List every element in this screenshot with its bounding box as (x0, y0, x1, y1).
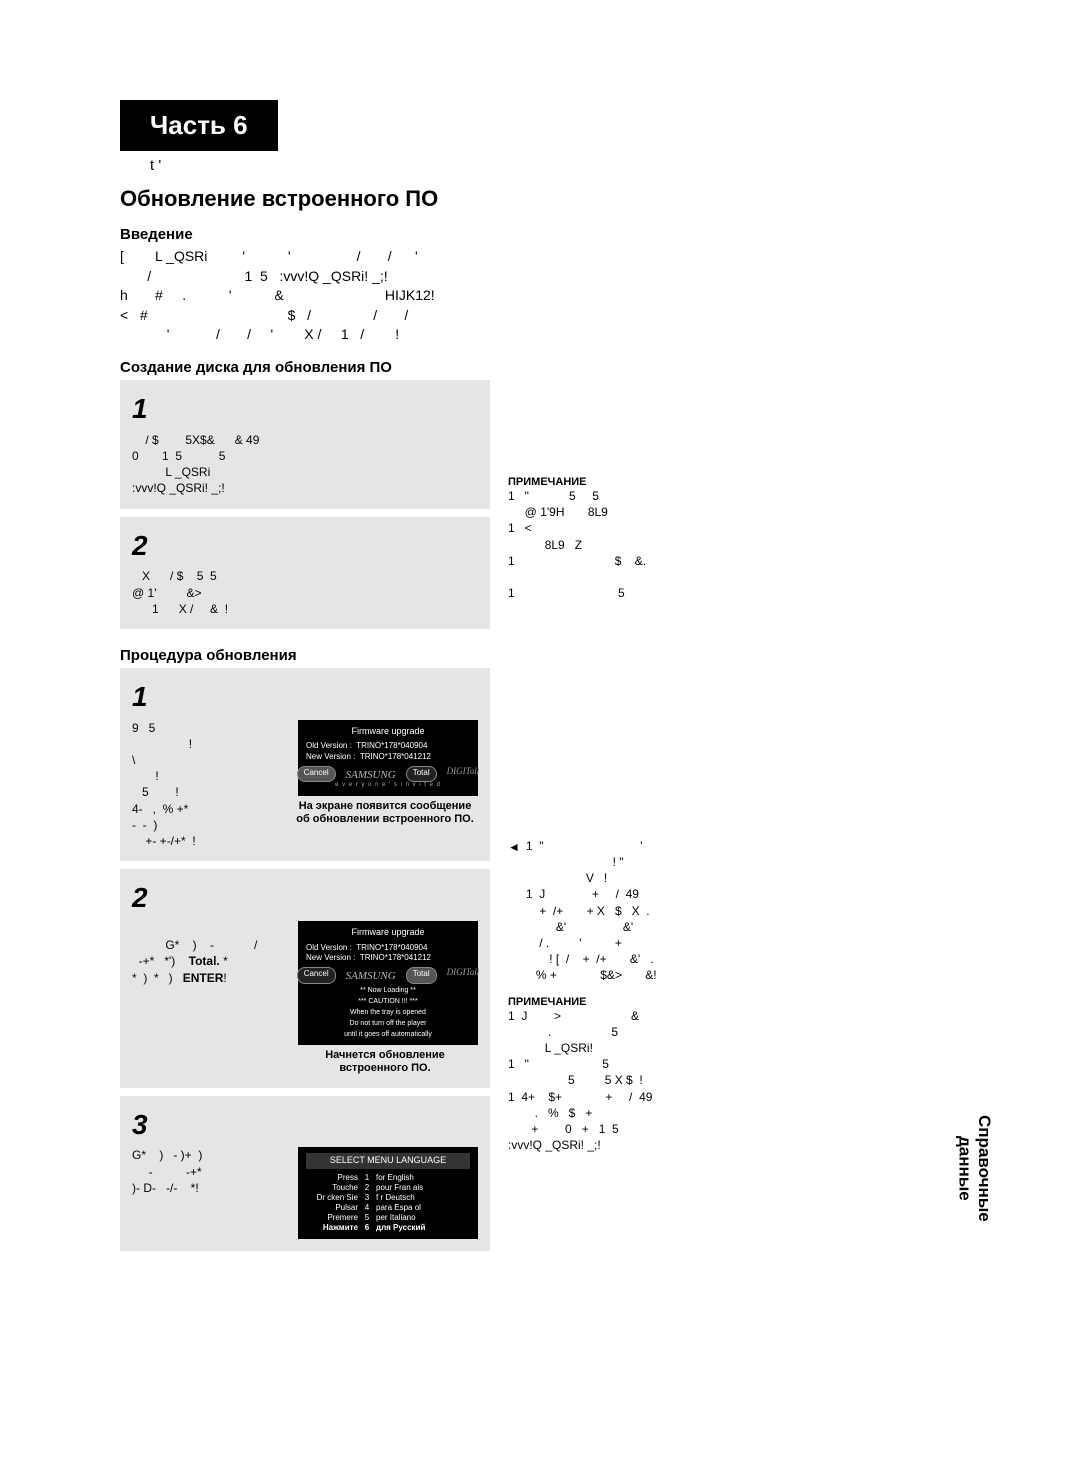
disc-step-2-text: X / $ 5 5 @ 1' &> 1 X / & ! (132, 568, 478, 617)
left-arrow-icon: ◄ (508, 840, 520, 854)
intro-body: [ L _QSRi ' ' / / ' / 1 5 :vvv!Q _QSRi! … (120, 247, 960, 345)
proc-step-2: 2 G* ) - / -+* *') Total. * * ) * ) ENTE… (120, 869, 490, 1087)
arrow-note-text: 1 " ' ! " V ! 1 J + / 49 + /+ + X $ X . … (526, 838, 657, 984)
step-number: 1 (132, 390, 478, 428)
screen2-warn3: until it goes off automatically (306, 1030, 470, 1039)
side-tab-line1: Справочные (975, 1115, 994, 1222)
side-tab: Справочные данные (955, 1115, 994, 1222)
screen1-new-label: New Version : (306, 752, 355, 761)
note2-label: ПРИМЕЧАНИЕ (508, 996, 878, 1008)
screen2-total-button: Total (406, 967, 437, 983)
screen2-new-label: New Version : (306, 953, 355, 962)
lang-r1-c1: 2 (362, 1183, 372, 1193)
screen1-total-button: Total (406, 766, 437, 782)
screen-language: SELECT MENU LANGUAGE Press 1 for English T… (298, 1147, 478, 1239)
disc-step-2: 2 X / $ 5 5 @ 1' &> 1 X / & ! (120, 517, 490, 629)
lang-r4-c2: per Italiano (376, 1213, 470, 1223)
screen1-old-label: Old Version : (306, 741, 352, 750)
caption-1: На экране появится сообщение об обновлен… (292, 800, 478, 826)
proc-step-1-text: 9 5 ! \ ! 5 ! 4- , % +* - - ) +- +-/+* ! (132, 720, 282, 850)
samsung-digitall: DIGITall (447, 766, 480, 782)
screen1-old-val: TRINO*178*040904 (356, 741, 427, 750)
lang-r2-c1: 3 (362, 1193, 372, 1203)
disc-note-text: 1 " 5 5 @ 1'9H 8L9 1 < 8L9 Z 1 $ &. 1 5 (508, 488, 878, 601)
section-procedure-heading: Процедура обновления (120, 647, 960, 664)
screen2-title: Firmware upgrade (306, 927, 470, 939)
screen2-warn2: Do not turn off the player (306, 1019, 470, 1028)
caption-2: Начнется обновление встроенного ПО. (292, 1049, 478, 1075)
screen3-title: SELECT MENU LANGUAGE (306, 1153, 470, 1169)
lang-r3-c2: para Espa ol (376, 1203, 470, 1213)
step-number: 2 (132, 879, 478, 917)
disc-step-1-text: / $ 5X$& & 49 0 1 5 5 L _QSRi :vvv!Q _QS… (132, 432, 478, 497)
lang-r5-c0: Нажмите (306, 1223, 358, 1233)
proc-step-3-text: G* ) - )+ ) - -+* )- D- -/- *! (132, 1147, 282, 1239)
samsung-digitall: DIGITall (447, 967, 480, 983)
note-label: ПРИМЕЧАНИЕ (508, 476, 878, 488)
step-number: 2 (132, 527, 478, 565)
note2-text: 1 J > & . 5 L _QSRi! 1 " 5 5 5 X $ ! 1 4… (508, 1008, 878, 1154)
lang-r4-c0: Premere (306, 1213, 358, 1223)
screen1-cancel-button: Cancel (297, 766, 336, 782)
lang-r3-c0: Pulsar (306, 1203, 358, 1213)
samsung-logo-text: SAMSUNG (346, 768, 396, 782)
step-number: 3 (132, 1106, 478, 1144)
screen2-caution: *** CAUTION !!! *** (306, 997, 470, 1006)
screen1-new-val: TRINO*178*041212 (360, 752, 431, 761)
section-disc-heading: Создание диска для обновления ПО (120, 359, 960, 376)
side-tab-line2: данные (955, 1136, 974, 1201)
screen2-cancel-button: Cancel (297, 967, 336, 983)
lang-r0-c0: Press (306, 1173, 358, 1183)
proc-step-2-text: G* ) - / -+* *') Total. * * ) * ) ENTER! (132, 921, 282, 1076)
language-table: Press 1 for English Touche 2 pour Fran ais D… (306, 1173, 470, 1233)
lang-r1-c0: Touche (306, 1183, 358, 1193)
lang-r2-c0: Dr cken Sie (306, 1193, 358, 1203)
screen2-warn1: When the tray is opened (306, 1008, 470, 1017)
samsung-logo-text: SAMSUNG (346, 969, 396, 983)
chapter-sub: t ' (150, 157, 960, 174)
step2-c: ! (223, 971, 226, 985)
screen2-old-label: Old Version : (306, 943, 352, 952)
lang-r0-c1: 1 (362, 1173, 372, 1183)
screen-firmware-2: Firmware upgrade Old Version : TRINO*178… (298, 921, 478, 1045)
lang-r3-c1: 4 (362, 1203, 372, 1213)
page-title: Обновление встроенного ПО (120, 186, 960, 212)
lang-r5-c2: для Русский (376, 1223, 470, 1233)
lang-r2-c2: f r Deutsch (376, 1193, 470, 1203)
intro-heading: Введение (120, 226, 960, 243)
lang-r4-c1: 5 (362, 1213, 372, 1223)
lang-r0-c2: for English (376, 1173, 470, 1183)
screen1-title: Firmware upgrade (306, 726, 470, 738)
screen2-new-val: TRINO*178*041212 (360, 953, 431, 962)
lang-r1-c2: pour Fran ais (376, 1183, 470, 1193)
arrow-note: ◄ 1 " ' ! " V ! 1 J + / 49 + /+ + X $ X … (508, 838, 878, 984)
screen-firmware-1: Firmware upgrade Old Version : TRINO*178… (298, 720, 478, 797)
step-number: 1 (132, 678, 478, 716)
proc-step-3: 3 G* ) - )+ ) - -+* )- D- -/- *! SELECT … (120, 1096, 490, 1251)
screen2-old-val: TRINO*178*040904 (356, 943, 427, 952)
screen2-loading: ** Now Loading ** (306, 986, 470, 995)
chapter-box: Часть 6 (120, 100, 278, 151)
disc-step-1: 1 / $ 5X$& & 49 0 1 5 5 L _QSRi :vvv!Q _… (120, 380, 490, 509)
step2-total: Total. (189, 954, 220, 968)
proc-step-1: 1 9 5 ! \ ! 5 ! 4- , % +* - - ) +- +-/+*… (120, 668, 490, 861)
step2-enter: ENTER (183, 971, 224, 985)
screen1-tagline: e v e r y o n e ' s i n v i t e d (306, 782, 470, 790)
lang-r5-c1: 6 (362, 1223, 372, 1233)
